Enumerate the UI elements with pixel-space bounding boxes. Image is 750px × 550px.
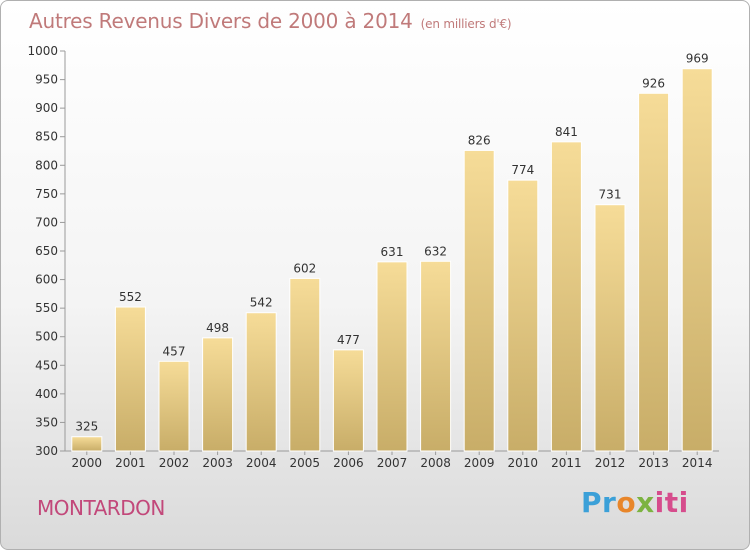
x-tick-label: 2001 <box>115 456 146 470</box>
x-tick-label: 2000 <box>72 456 103 470</box>
x-tick-label: 2007 <box>377 456 408 470</box>
x-tick-label: 2005 <box>290 456 321 470</box>
bar-value-label: 731 <box>599 188 622 202</box>
x-tick-label: 2003 <box>202 456 233 470</box>
y-tick-label: 600 <box>35 273 58 287</box>
chart-title-text: Autres Revenus Divers de 2000 à 2014 <box>29 9 413 33</box>
x-tick-label: 2010 <box>508 456 539 470</box>
y-tick-label: 300 <box>35 444 58 458</box>
bar-value-label: 631 <box>381 245 404 259</box>
y-tick-label: 500 <box>35 330 58 344</box>
y-tick-label: 850 <box>35 130 58 144</box>
bar <box>681 68 713 452</box>
bar <box>463 149 495 452</box>
bar-value-label: 774 <box>511 163 534 177</box>
y-tick-label: 1000 <box>27 44 58 58</box>
y-tick-label: 550 <box>35 301 58 315</box>
bar <box>289 277 321 452</box>
x-tick-label: 2006 <box>333 456 364 470</box>
logo-part-2: o <box>616 486 637 519</box>
bar-value-label: 841 <box>555 125 578 139</box>
x-tick-label: 2012 <box>595 456 626 470</box>
bar <box>594 204 626 452</box>
bar-value-label: 457 <box>163 344 186 358</box>
bar <box>202 337 234 452</box>
bar <box>550 141 582 452</box>
x-tick-label: 2004 <box>246 456 277 470</box>
chart-subtitle: (en milliers d'€) <box>420 17 512 31</box>
y-tick-label: 700 <box>35 215 58 229</box>
bar <box>332 349 364 452</box>
logo-part-1: Pr <box>581 486 617 519</box>
bar <box>507 179 539 452</box>
bar <box>71 436 103 452</box>
bar <box>376 261 408 452</box>
y-tick-label: 650 <box>35 244 58 258</box>
bar <box>245 312 277 452</box>
x-tick-label: 2011 <box>551 456 582 470</box>
logo-part-4: iti <box>654 486 689 519</box>
proxiti-logo: Proxiti <box>581 486 689 519</box>
x-tick-label: 2014 <box>682 456 713 470</box>
bar <box>114 306 146 452</box>
bar-value-label: 552 <box>119 290 142 304</box>
bar-value-label: 926 <box>642 76 665 90</box>
y-tick-label: 350 <box>35 415 58 429</box>
y-tick-label: 950 <box>35 73 58 87</box>
x-tick-label: 2002 <box>159 456 190 470</box>
bar <box>158 360 190 452</box>
bar-value-label: 325 <box>75 420 98 434</box>
bar-value-label: 632 <box>424 244 447 258</box>
y-tick-label: 900 <box>35 101 58 115</box>
bar <box>638 92 670 452</box>
commune-name: MONTARDON <box>37 496 165 520</box>
bar-value-label: 969 <box>686 52 709 66</box>
chart-title: Autres Revenus Divers de 2000 à 2014 (en … <box>29 9 512 33</box>
bar-value-label: 542 <box>250 296 273 310</box>
x-tick-label: 2008 <box>420 456 451 470</box>
logo-part-3: x <box>636 486 655 519</box>
x-tick-label: 2009 <box>464 456 495 470</box>
bar-value-label: 602 <box>293 261 316 275</box>
bar <box>420 260 452 452</box>
y-tick-label: 450 <box>35 358 58 372</box>
y-tick-label: 400 <box>35 387 58 401</box>
y-tick-label: 800 <box>35 158 58 172</box>
bar-value-label: 498 <box>206 321 229 335</box>
y-tick-label: 750 <box>35 187 58 201</box>
x-tick-label: 2013 <box>638 456 669 470</box>
bar-value-label: 477 <box>337 333 360 347</box>
bar-value-label: 826 <box>468 133 491 147</box>
